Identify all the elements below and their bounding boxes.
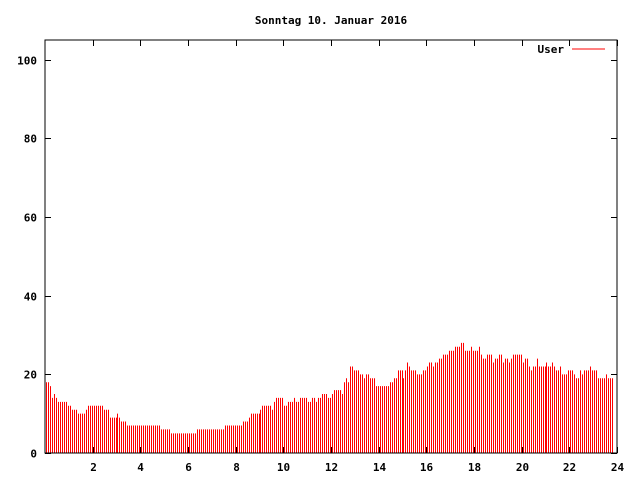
y-tick-label: 80 bbox=[24, 133, 37, 146]
x-tick-label: 16 bbox=[420, 461, 434, 474]
x-axis: 2 4 6 8 10 12 14 16 18 20 22 24 bbox=[90, 40, 624, 474]
legend: User bbox=[538, 43, 605, 56]
y-tick-label: 60 bbox=[24, 212, 37, 225]
y-tick-label: 20 bbox=[24, 369, 37, 382]
x-tick-label: 22 bbox=[563, 461, 576, 474]
x-tick-label: 12 bbox=[325, 461, 338, 474]
y-axis: 0 20 40 60 80 100 bbox=[17, 55, 617, 461]
x-tick-label: 4 bbox=[137, 461, 144, 474]
y-tick-label: 0 bbox=[30, 448, 37, 461]
y-tick-label: 100 bbox=[17, 55, 37, 68]
x-tick-label: 18 bbox=[468, 461, 481, 474]
x-tick-label: 2 bbox=[90, 461, 97, 474]
x-tick-label: 14 bbox=[373, 461, 387, 474]
x-tick-label: 10 bbox=[277, 461, 290, 474]
x-tick-label: 6 bbox=[185, 461, 192, 474]
y-tick-label: 40 bbox=[24, 291, 37, 304]
x-tick-label: 20 bbox=[516, 461, 529, 474]
legend-label: User bbox=[538, 43, 565, 56]
chart-title: Sonntag 10. Januar 2016 bbox=[255, 14, 408, 27]
bars bbox=[46, 342, 613, 453]
x-tick-label: 8 bbox=[233, 461, 240, 474]
x-tick-label: 24 bbox=[611, 461, 625, 474]
